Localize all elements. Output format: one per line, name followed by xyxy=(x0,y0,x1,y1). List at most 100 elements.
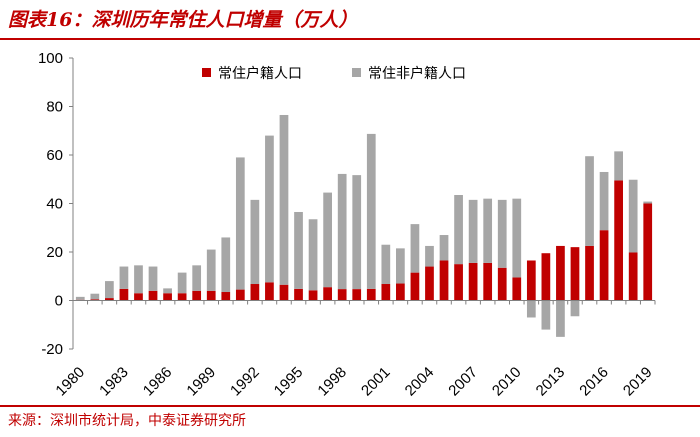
bar-registered-2014 xyxy=(570,247,580,301)
bar-registered-1982 xyxy=(105,298,114,301)
bar-registered-2018 xyxy=(628,252,638,301)
bar-registered-1985 xyxy=(148,290,158,301)
bar-non-registered-1986 xyxy=(163,288,172,294)
bar-non-registered-1999 xyxy=(352,175,362,290)
bar-non-registered-1984 xyxy=(134,265,143,294)
y-tick-label: 80 xyxy=(46,99,63,116)
bar-non-registered-1997 xyxy=(323,192,332,288)
bar-registered-2003 xyxy=(410,272,420,301)
x-tick-label: 2010 xyxy=(489,364,525,400)
bar-non-registered-2010 xyxy=(512,198,522,278)
bar-registered-2017 xyxy=(614,180,623,301)
bar-non-registered-2001 xyxy=(381,244,391,285)
bar-non-registered-1993 xyxy=(265,135,274,283)
x-tick-label: 2016 xyxy=(576,364,612,400)
legend-non-registered-label: 常住非户籍人口 xyxy=(368,65,466,82)
bar-non-registered-2015 xyxy=(585,156,594,246)
bar-non-registered-1996 xyxy=(308,219,318,291)
bar-registered-2002 xyxy=(396,283,405,301)
bar-registered-1996 xyxy=(308,290,318,301)
bar-non-registered-2005 xyxy=(439,235,449,261)
bar-registered-1998 xyxy=(337,289,347,301)
bar-registered-1983 xyxy=(119,288,129,301)
bar-non-registered-1990 xyxy=(221,237,231,293)
bar-registered-1990 xyxy=(221,292,231,301)
bar-non-registered-1983 xyxy=(119,266,129,289)
x-tick-label: 1986 xyxy=(140,364,176,400)
y-tick-label: 100 xyxy=(38,50,63,67)
x-tick-label: 2001 xyxy=(358,364,394,400)
bar-registered-2012 xyxy=(541,253,551,301)
bar-non-registered-2011 xyxy=(526,300,536,318)
bar-registered-2006 xyxy=(454,264,463,301)
chart-title: 图表16：深圳历年常住人口增量（万人） xyxy=(8,9,358,31)
bar-registered-1992 xyxy=(250,284,260,301)
bar-non-registered-2002 xyxy=(396,248,405,284)
bar-registered-1991 xyxy=(235,289,245,301)
bar-non-registered-1987 xyxy=(177,272,187,294)
legend-registered-swatch xyxy=(202,68,211,77)
bar-registered-2016 xyxy=(599,230,609,301)
x-tick-label: 1989 xyxy=(183,364,219,400)
header-rule xyxy=(0,38,700,40)
bar-non-registered-1998 xyxy=(337,173,347,290)
bar-registered-1993 xyxy=(265,282,274,301)
bar-registered-2015 xyxy=(585,245,594,301)
bar-registered-1999 xyxy=(352,289,362,301)
bar-registered-2007 xyxy=(468,262,478,301)
y-tick-label: 60 xyxy=(46,147,63,164)
bar-non-registered-1981 xyxy=(90,293,100,300)
bar-non-registered-2000 xyxy=(366,133,376,289)
x-tick-label: 2007 xyxy=(445,364,481,400)
bar-non-registered-2003 xyxy=(410,224,420,273)
chart: -20 0 20 40 60 80 100 1980 1983 1986 1989 1992 1995 1… xyxy=(38,50,656,400)
x-tick-label: 2004 xyxy=(402,364,438,400)
bar-registered-1994 xyxy=(279,284,289,301)
bar-registered-2010 xyxy=(512,277,522,301)
x-tick-label: 2013 xyxy=(533,364,569,400)
bar-registered-1984 xyxy=(134,293,143,301)
bar-non-registered-1994 xyxy=(279,114,289,285)
bar-registered-2005 xyxy=(439,260,449,301)
bar-non-registered-2016 xyxy=(599,171,609,231)
bar-non-registered-2017 xyxy=(614,151,623,181)
bar-non-registered-2004 xyxy=(425,245,434,267)
x-tick-label: 1992 xyxy=(227,364,263,400)
bar-registered-2019 xyxy=(643,203,653,301)
legend-non-registered-swatch xyxy=(352,68,361,77)
x-tick-label: 1998 xyxy=(314,364,350,400)
bar-non-registered-1989 xyxy=(206,249,216,291)
bar-registered-2009 xyxy=(497,267,507,301)
bar-registered-1987 xyxy=(177,293,187,301)
x-tick-label: 1980 xyxy=(52,364,88,400)
bar-non-registered-1995 xyxy=(294,211,303,289)
y-tick-label: 40 xyxy=(46,196,63,213)
bar-registered-1995 xyxy=(294,288,303,301)
y-tick-label: -20 xyxy=(41,341,63,358)
x-tick-label: 1995 xyxy=(271,364,307,400)
x-tick-label: 1983 xyxy=(96,364,132,400)
bar-non-registered-1985 xyxy=(148,266,158,291)
bar-registered-2008 xyxy=(483,262,493,301)
bar-non-registered-2013 xyxy=(556,300,565,337)
bar-non-registered-1992 xyxy=(250,199,260,285)
bar-non-registered-1980 xyxy=(75,296,85,300)
bar-non-registered-1991 xyxy=(235,157,245,290)
bar-registered-1989 xyxy=(206,290,216,301)
bar-non-registered-2006 xyxy=(454,195,463,265)
y-tick-label: 0 xyxy=(55,293,63,310)
bar-registered-2000 xyxy=(366,288,376,301)
bar-registered-2001 xyxy=(381,284,391,301)
legend-registered-label: 常住户籍人口 xyxy=(218,65,302,82)
bar-registered-2011 xyxy=(526,260,536,301)
bar-non-registered-2009 xyxy=(497,199,507,268)
bar-registered-2004 xyxy=(425,266,434,301)
bar-registered-1986 xyxy=(163,293,172,301)
bar-non-registered-2014 xyxy=(570,300,580,317)
bar-registered-2013 xyxy=(556,245,565,301)
bar-registered-1997 xyxy=(323,287,332,301)
bar-registered-1981 xyxy=(90,299,100,301)
bar-non-registered-2012 xyxy=(541,300,551,330)
bar-non-registered-2018 xyxy=(628,179,638,253)
bar-non-registered-1988 xyxy=(192,265,202,291)
